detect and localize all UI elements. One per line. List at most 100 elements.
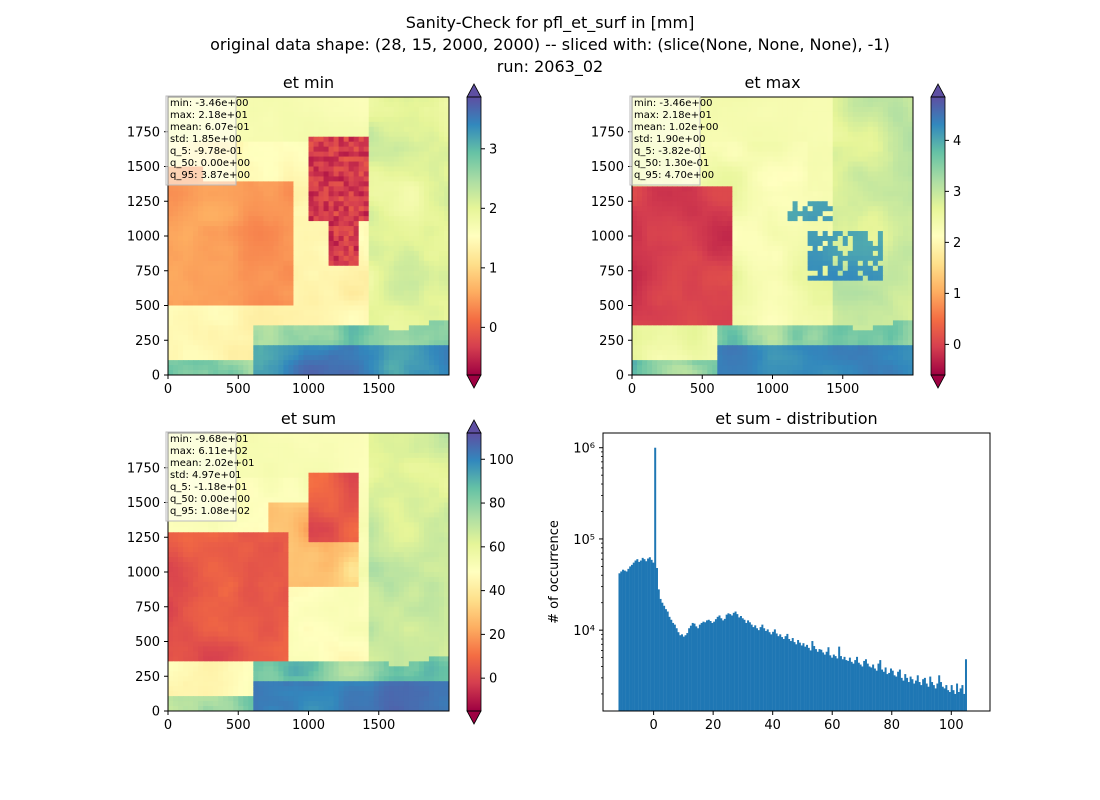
- heatmap-cell: [428, 216, 435, 222]
- heatmap-cell: [283, 315, 290, 321]
- heatmap-cell: [193, 236, 199, 242]
- heatmap-cell: [812, 116, 819, 123]
- heatmap-cell: [797, 141, 804, 148]
- y-tick-label: 750: [135, 264, 160, 279]
- heatmap-cell: [428, 206, 435, 212]
- heatmap-cell: [258, 236, 264, 242]
- heatmap-cell: [907, 156, 913, 163]
- heatmap-cell: [368, 186, 375, 192]
- heatmap-cell: [762, 201, 769, 207]
- heatmap-cell: [652, 196, 658, 202]
- heatmap-cell: [343, 365, 350, 371]
- heatmap-cell: [842, 161, 849, 168]
- heatmap-cell: [308, 305, 315, 312]
- heatmap-cell: [782, 231, 789, 237]
- heatmap-cell: [817, 245, 824, 252]
- heatmap-cell: [662, 240, 668, 247]
- heatmap-cell: [253, 350, 259, 356]
- heatmap-cell: [877, 206, 884, 212]
- heatmap-cell: [353, 106, 360, 113]
- heatmap-cell: [433, 370, 440, 375]
- heatmap-cell: [892, 97, 899, 103]
- heatmap-cell: [827, 196, 834, 202]
- heatmap-cell: [383, 121, 390, 128]
- heatmap-cell: [308, 131, 315, 138]
- heatmap-cell: [373, 290, 380, 297]
- heatmap-cell: [188, 191, 194, 197]
- heatmap-cell: [388, 345, 395, 351]
- heatmap-cell: [697, 191, 703, 197]
- heatmap-cell: [188, 330, 194, 336]
- heatmap-cell: [737, 136, 743, 143]
- heatmap-cell: [862, 101, 869, 108]
- heatmap-cell: [907, 171, 913, 178]
- heatmap-cell: [443, 355, 449, 361]
- heatmap-cell: [892, 231, 899, 237]
- heatmap-cell: [772, 206, 779, 212]
- heatmap-cell: [298, 111, 305, 118]
- heatmap-cell: [777, 196, 784, 202]
- heatmap-cell: [308, 121, 315, 128]
- heatmap-cell: [363, 240, 370, 247]
- heatmap-cell: [423, 211, 430, 217]
- heatmap-cell: [313, 211, 320, 217]
- heatmap-cell: [777, 176, 784, 182]
- heatmap-cell: [847, 250, 854, 257]
- heatmap-cell: [333, 191, 340, 197]
- heatmap-cell: [872, 106, 879, 113]
- heatmap-cell: [368, 181, 375, 187]
- heatmap-cell: [378, 265, 385, 272]
- heatmap-cell: [368, 236, 375, 242]
- heatmap-cell: [877, 121, 884, 128]
- heatmap-cell: [897, 131, 904, 138]
- heatmap-cell: [762, 121, 769, 128]
- heatmap-cell: [408, 121, 415, 128]
- heatmap-cell: [343, 131, 350, 138]
- heatmap-cell: [328, 196, 335, 202]
- heatmap-cell: [273, 315, 279, 321]
- heatmap-cell: [298, 166, 305, 173]
- heatmap-cell: [178, 290, 184, 297]
- heatmap-cell: [907, 181, 913, 187]
- heatmap-cell: [782, 156, 789, 163]
- heatmap-cell: [418, 97, 425, 103]
- heatmap-cell: [398, 360, 405, 366]
- heatmap-cell: [672, 216, 678, 222]
- heatmap-cell: [747, 245, 754, 252]
- heatmap-cell: [293, 146, 300, 153]
- heatmap-cell: [812, 136, 819, 143]
- heatmap-cell: [248, 285, 254, 292]
- heatmap-cell: [343, 191, 350, 197]
- heatmap-cell: [418, 191, 425, 197]
- heatmap-cell: [393, 300, 400, 307]
- heatmap-cell: [717, 171, 723, 178]
- heatmap-cell: [383, 345, 390, 351]
- heatmap-cell: [248, 365, 254, 371]
- heatmap-cell: [298, 236, 305, 242]
- heatmap-cell: [388, 171, 395, 178]
- heatmap-cell: [413, 116, 420, 123]
- heatmap-cell: [408, 196, 415, 202]
- heatmap-cell: [298, 186, 305, 192]
- heatmap-cell: [288, 260, 295, 267]
- heatmap-cell: [338, 360, 345, 366]
- heatmap-cell: [313, 216, 320, 222]
- heatmap-cell: [183, 360, 189, 366]
- heatmap-cell: [353, 315, 360, 321]
- heatmap-cell: [263, 275, 269, 282]
- heatmap-cell: [213, 350, 219, 356]
- heatmap-cell: [767, 231, 774, 237]
- heatmap-cell: [862, 97, 869, 103]
- heatmap-cell: [847, 156, 854, 163]
- heatmap-cell: [338, 231, 345, 237]
- heatmap-cell: [433, 355, 440, 361]
- heatmap-cell: [178, 305, 184, 312]
- heatmap-cell: [243, 305, 249, 312]
- heatmap-cell: [318, 265, 325, 272]
- heatmap-cell: [303, 97, 310, 103]
- heatmap-cell: [907, 111, 913, 118]
- heatmap-cell: [887, 151, 894, 158]
- heatmap-cell: [707, 131, 713, 138]
- heatmap-cell: [802, 126, 809, 133]
- heatmap-cell: [393, 330, 400, 336]
